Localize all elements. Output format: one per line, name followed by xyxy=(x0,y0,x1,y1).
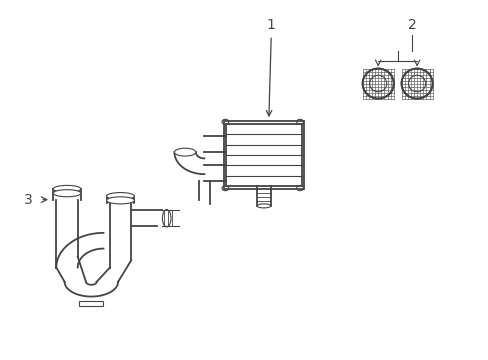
Ellipse shape xyxy=(106,193,134,199)
Ellipse shape xyxy=(174,148,195,156)
Ellipse shape xyxy=(106,197,134,204)
Text: 2: 2 xyxy=(407,18,416,32)
Ellipse shape xyxy=(257,204,270,208)
Ellipse shape xyxy=(362,68,393,99)
Bar xyxy=(223,121,304,189)
Ellipse shape xyxy=(53,190,81,197)
Ellipse shape xyxy=(162,210,171,227)
Ellipse shape xyxy=(53,185,81,193)
Text: 3: 3 xyxy=(24,193,32,207)
Text: 1: 1 xyxy=(266,18,275,32)
Bar xyxy=(226,124,301,186)
Ellipse shape xyxy=(401,68,432,99)
Ellipse shape xyxy=(407,75,425,92)
Ellipse shape xyxy=(369,75,386,92)
Bar xyxy=(79,301,103,306)
